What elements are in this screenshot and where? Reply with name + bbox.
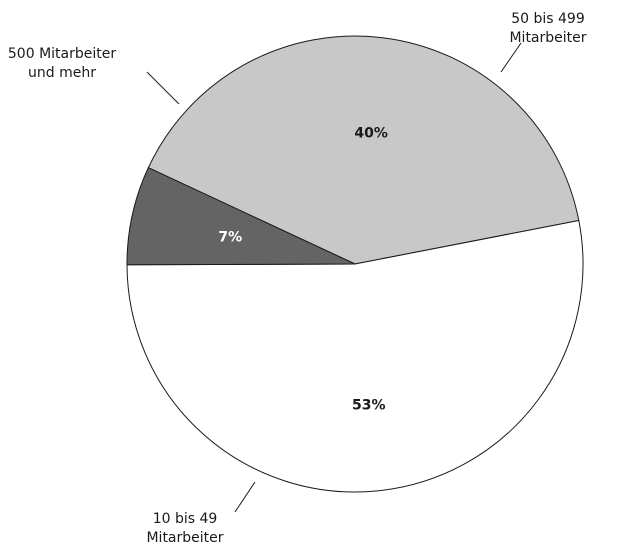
category-label-line: 10 bis 49 — [153, 511, 218, 527]
pie-callouts: 50 bis 499 Mitarbeiter 10 bis 49 Mitarbeite… — [8, 11, 587, 546]
pie-value-labels: 40% 53% 7% — [218, 126, 387, 414]
category-label-line: Mitarbeiter — [509, 30, 586, 46]
category-callout-50-bis-499-mitarbeiter: 50 bis 499 Mitarbeiter — [500, 11, 587, 73]
leader-line — [234, 481, 256, 513]
category-label-line: 500 Mitarbeiter — [8, 46, 116, 62]
pie-slice-500-mitarbeiter-und-mehr — [126, 167, 356, 266]
pie-value-label-500-mitarbeiter-und-mehr: 7% — [218, 230, 242, 246]
pie-slice-50-bis-499-mitarbeiter — [147, 35, 580, 265]
category-callout-10-bis-49-mitarbeiter: 10 bis 49 Mitarbeiter — [146, 481, 256, 546]
pie-slices — [126, 35, 584, 493]
category-label: 10 bis 49 Mitarbeiter — [146, 511, 223, 546]
category-label: 50 bis 499 Mitarbeiter — [509, 11, 586, 46]
category-label-line: und mehr — [28, 65, 96, 81]
category-callout-500-mitarbeiter-und-mehr: 500 Mitarbeiter und mehr — [8, 46, 180, 105]
pie-value-label-50-bis-499-mitarbeiter: 40% — [354, 126, 388, 142]
pie-slice-10-bis-49-mitarbeiter — [126, 219, 584, 493]
leader-line — [146, 71, 180, 105]
leader-line — [500, 42, 522, 73]
category-label-line: 50 bis 499 — [511, 11, 585, 27]
pie-value-label-10-bis-49-mitarbeiter: 53% — [352, 398, 386, 414]
category-label-line: Mitarbeiter — [146, 530, 223, 546]
category-label: 500 Mitarbeiter und mehr — [8, 46, 116, 81]
